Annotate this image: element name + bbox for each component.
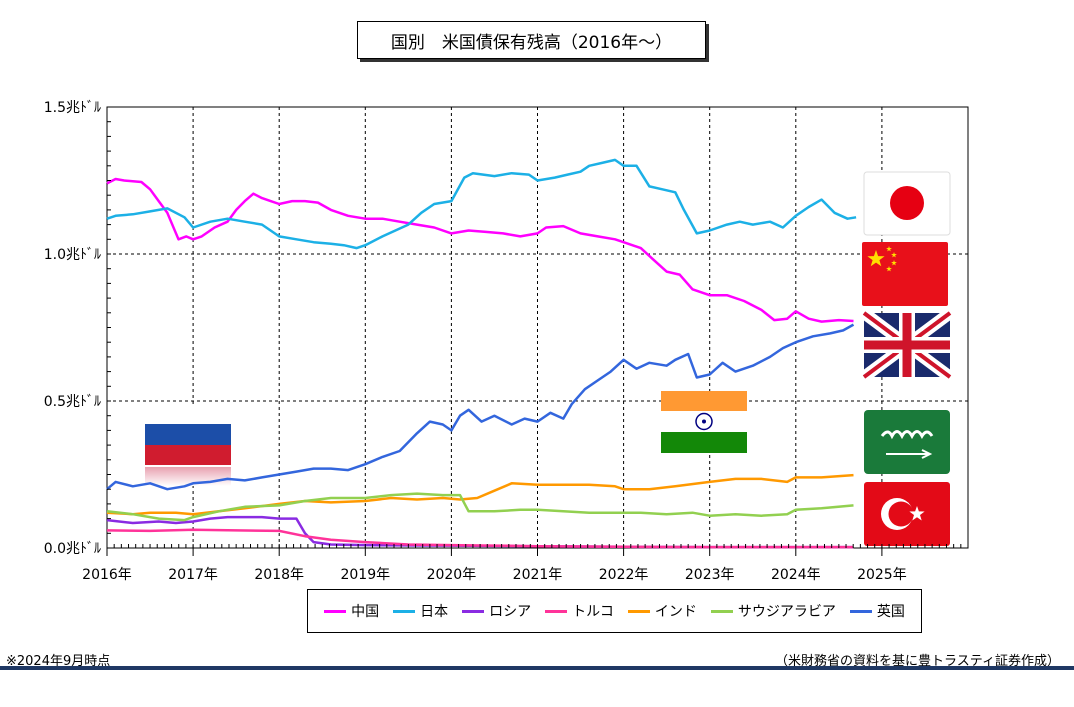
x-tick-label: 2018年	[254, 567, 304, 583]
footer-bar	[0, 666, 1074, 670]
legend-label: サウジアラビア	[737, 604, 836, 620]
legend-swatch	[462, 609, 485, 613]
turkey-flag	[864, 482, 950, 546]
series-line-ロシア	[106, 515, 854, 549]
legend-label: 中国	[351, 604, 380, 620]
legend-item: 中国	[324, 601, 379, 621]
x-tick-label: 2022年	[599, 567, 649, 583]
x-tick-label: 2025年	[857, 567, 907, 583]
x-tick-label: 2021年	[513, 567, 563, 583]
legend-item: サウジアラビア	[710, 601, 836, 621]
russia-flag	[145, 404, 231, 486]
grid-lines	[107, 107, 968, 548]
legend-label: インド	[654, 604, 697, 620]
x-tick-label: 2020年	[427, 567, 477, 583]
line-chart: 0.0兆ﾄﾞﾙ 0.5兆ﾄﾞﾙ 1.0兆ﾄﾞﾙ 1.5兆ﾄﾞﾙ 2016年 2017年 20…	[44, 100, 969, 583]
legend-item: インド	[627, 601, 697, 621]
legend-label: 日本	[420, 604, 449, 620]
series-line-中国	[106, 177, 854, 323]
legend-item: 英国	[849, 601, 905, 621]
series-line-サウジアラビア	[106, 492, 854, 522]
chart-title: 国別 米国債保有残高（2016年～）	[357, 21, 706, 59]
y-tick-label: 0.0兆ﾄﾞﾙ	[44, 541, 101, 557]
uk-flag	[860, 308, 954, 382]
legend-swatch	[849, 609, 872, 613]
x-tick-label: 2017年	[168, 567, 218, 583]
china-flag	[862, 242, 948, 306]
x-tick-label: 2024年	[771, 567, 821, 583]
x-tick-label: 2019年	[340, 567, 390, 583]
legend-swatch	[710, 609, 733, 613]
legend-label: ロシア	[489, 604, 532, 620]
y-tick-label: 0.5兆ﾄﾞﾙ	[44, 394, 101, 410]
india-flag	[661, 391, 747, 453]
japan-flag	[863, 171, 951, 236]
legend-swatch	[324, 609, 347, 613]
footnote-date: ※2024年9月時点	[6, 654, 111, 669]
x-tick-label: 2023年	[685, 567, 735, 583]
saudi-flag	[864, 410, 950, 474]
legend: 中国 日本 ロシア トルコ インド サウジアラビア 英国	[307, 589, 922, 633]
legend-item: ロシア	[462, 601, 531, 621]
series-line-英国	[106, 323, 855, 491]
legend-label: 英国	[876, 604, 905, 620]
flag-images	[145, 171, 954, 546]
source-note: （米財務省の資料を基に豊トラスティ証券作成）	[775, 654, 1060, 669]
legend-item: トルコ	[545, 601, 614, 621]
series-lines	[106, 158, 857, 549]
legend-swatch	[627, 609, 650, 613]
axis-ticks: 0.0兆ﾄﾞﾙ 0.5兆ﾄﾞﾙ 1.0兆ﾄﾞﾙ 1.5兆ﾄﾞﾙ 2016年 2017年 20…	[44, 100, 969, 583]
legend-swatch	[393, 609, 416, 613]
y-tick-label: 1.0兆ﾄﾞﾙ	[44, 247, 101, 263]
x-tick-label: 2016年	[82, 567, 132, 583]
series-line-日本	[106, 158, 857, 250]
y-tick-label: 1.5兆ﾄﾞﾙ	[44, 100, 101, 116]
legend-label: トルコ	[572, 604, 614, 620]
legend-item: 日本	[393, 601, 448, 621]
legend-swatch	[545, 609, 568, 613]
